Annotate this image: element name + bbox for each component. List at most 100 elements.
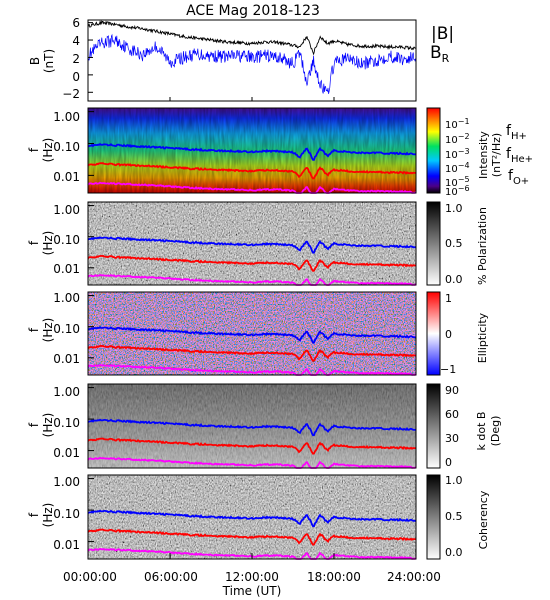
kdotb-cbar-tick-1: 60 — [445, 408, 459, 421]
b-field-panel — [87, 19, 417, 102]
kdotb-panel — [87, 383, 441, 469]
b-r-line — [87, 33, 416, 94]
ellipticity-ytick-2: 0.01 — [53, 352, 80, 366]
kdotb-cbar-tick-2: 30 — [445, 432, 459, 445]
kdotb-panel-labels: f (Hz) 1.00 0.10 0.01 90 60 30 0 k dot B… — [27, 384, 502, 469]
intensity-cbar-tick-3: 10−4 — [445, 161, 470, 175]
kdotb-cbar-tick-0: 90 — [445, 384, 459, 397]
b-ytick-1: 4 — [72, 34, 80, 48]
coherency-ylabel: f — [27, 512, 41, 517]
b-panel-labels: B (nT) 6 4 2 0 −2 |B| BR — [28, 16, 454, 101]
ellipticity-f-he-line — [87, 344, 417, 362]
coherency-ytick-0: 1.00 — [53, 475, 80, 489]
b-ytick-0: 6 — [72, 16, 80, 30]
spectrogram-panels — [87, 107, 441, 560]
ellipticity-f-o-line — [87, 363, 417, 376]
intensity-ylabel: f — [27, 147, 41, 152]
intensity-f-o-line — [87, 181, 417, 194]
kdotb-ytick-0: 1.00 — [53, 385, 80, 399]
ellipticity-ytick-1: 0.10 — [53, 322, 80, 336]
intensity-cbar-tick-5: 10−6 — [445, 184, 470, 198]
coherency-cbar-tick-1: 0.5 — [445, 510, 463, 523]
x-tick-label-0: 00:00:00 — [63, 570, 117, 584]
intensity-frame — [87, 107, 417, 194]
intensity-cbar-tick-4: 10−5 — [445, 175, 470, 189]
intensity-ytick-1: 0.10 — [53, 140, 80, 154]
legend-f-o: fO+ — [508, 168, 529, 187]
kdotb-cbar-label-units: (Deg) — [489, 416, 502, 447]
ellipticity-panel-labels: f (Hz) 1.00 0.10 0.01 1 0 −1 Ellipticity — [27, 291, 489, 376]
ellipticity-cbar-label: Ellipticity — [476, 312, 489, 363]
coherency-f-he-line — [87, 528, 417, 546]
b-ytick-3: 0 — [72, 70, 80, 84]
intensity-ytick-0: 1.00 — [53, 110, 80, 124]
intensity-cbar-label-units: (nT²/Hz) — [490, 133, 503, 177]
b-total-line — [87, 19, 416, 56]
b-ytick-4: −2 — [62, 87, 80, 101]
ellipticity-f-h-line — [87, 326, 417, 344]
intensity-cbar-tick-2: 10−3 — [445, 147, 470, 161]
coherency-ytick-1: 0.10 — [53, 507, 80, 521]
x-tick-label-4: 24:00:00 — [387, 570, 441, 584]
legend-f-he: fHe+ — [506, 146, 533, 165]
kdotb-colorbar — [426, 383, 441, 469]
intensity-panel-labels: f (Hz) 1.00 0.10 0.01 10−1 10−2 10−3 10−… — [27, 110, 533, 198]
kdotb-cbar-label: k dot B — [475, 412, 488, 451]
polarization-ylabel: f — [27, 240, 41, 245]
polarization-f-he-line — [87, 254, 417, 272]
ellipticity-panel — [87, 291, 441, 376]
intensity-f-he-line — [87, 162, 417, 180]
intensity-panel — [87, 107, 441, 194]
intensity-cbar-tick-1: 10−2 — [445, 132, 470, 146]
intensity-yunit: (Hz) — [41, 138, 55, 163]
coherency-yunit: (Hz) — [41, 503, 55, 528]
b-yunit: (nT) — [42, 49, 56, 73]
ellipticity-ylabel: f — [27, 327, 41, 332]
coherency-colorbar — [426, 474, 441, 560]
kdotb-frame — [87, 383, 417, 469]
polarization-yunit: (Hz) — [41, 231, 55, 256]
coherency-panel — [87, 474, 441, 560]
kdotb-ytick-2: 0.01 — [53, 446, 80, 460]
x-axis: 00:00:00 06:00:00 12:00:00 18:00:00 24:0… — [63, 570, 441, 598]
x-tick-label-3: 18:00:00 — [307, 570, 361, 584]
polarization-f-h-line — [87, 236, 417, 254]
ellipticity-colorbar — [426, 291, 441, 376]
kdotb-f-o-line — [87, 456, 417, 469]
ellipticity-frame — [87, 291, 417, 376]
intensity-ytick-2: 0.01 — [53, 170, 80, 184]
b-legend-total: |B| — [431, 24, 454, 44]
polarization-cbar-tick-0: 1.0 — [445, 202, 463, 215]
figure-title: ACE Mag 2018-123 — [186, 3, 320, 19]
coherency-cbar-tick-0: 1.0 — [445, 474, 463, 487]
coherency-panel-labels: f (Hz) 1.00 0.10 0.01 1.0 0.5 0.0 Cohere… — [27, 474, 490, 559]
x-tick-label-2: 12:00:00 — [225, 570, 279, 584]
b-legend-r: BR — [430, 43, 450, 65]
x-tick-label-1: 06:00:00 — [144, 570, 198, 584]
polarization-ytick-1: 0.10 — [53, 233, 80, 247]
polarization-cbar-label: % Polarization — [476, 207, 489, 285]
b-ytick-2: 2 — [72, 52, 80, 66]
intensity-f-h-line — [87, 143, 417, 161]
kdotb-f-he-line — [87, 437, 417, 455]
coherency-ytick-2: 0.01 — [53, 538, 80, 552]
coherency-f-h-line — [87, 509, 417, 528]
polarization-cbar-tick-1: 0.5 — [445, 237, 463, 250]
kdotb-yunit: (Hz) — [41, 413, 55, 438]
ellipticity-cbar-tick-0: 1 — [445, 292, 452, 305]
polarization-ytick-0: 1.00 — [53, 203, 80, 217]
ellipticity-cbar-tick-1: 0 — [445, 328, 452, 341]
ellipticity-ytick-0: 1.00 — [53, 291, 80, 305]
polarization-panel — [87, 201, 441, 286]
polarization-frame — [87, 201, 417, 286]
polarization-ytick-2: 0.01 — [53, 262, 80, 276]
b-ylabel: B — [28, 57, 42, 65]
coherency-cbar-label: Coherency — [477, 490, 490, 549]
polarization-panel-labels: f (Hz) 1.00 0.10 0.01 1.0 0.5 0.0 % Pola… — [27, 202, 489, 286]
kdotb-cbar-tick-3: 0 — [445, 456, 452, 469]
ellipticity-yunit: (Hz) — [41, 318, 55, 343]
intensity-cbar-tick-0: 10−1 — [445, 117, 470, 131]
polarization-f-o-line — [87, 273, 417, 286]
intensity-colorbar — [426, 107, 441, 194]
